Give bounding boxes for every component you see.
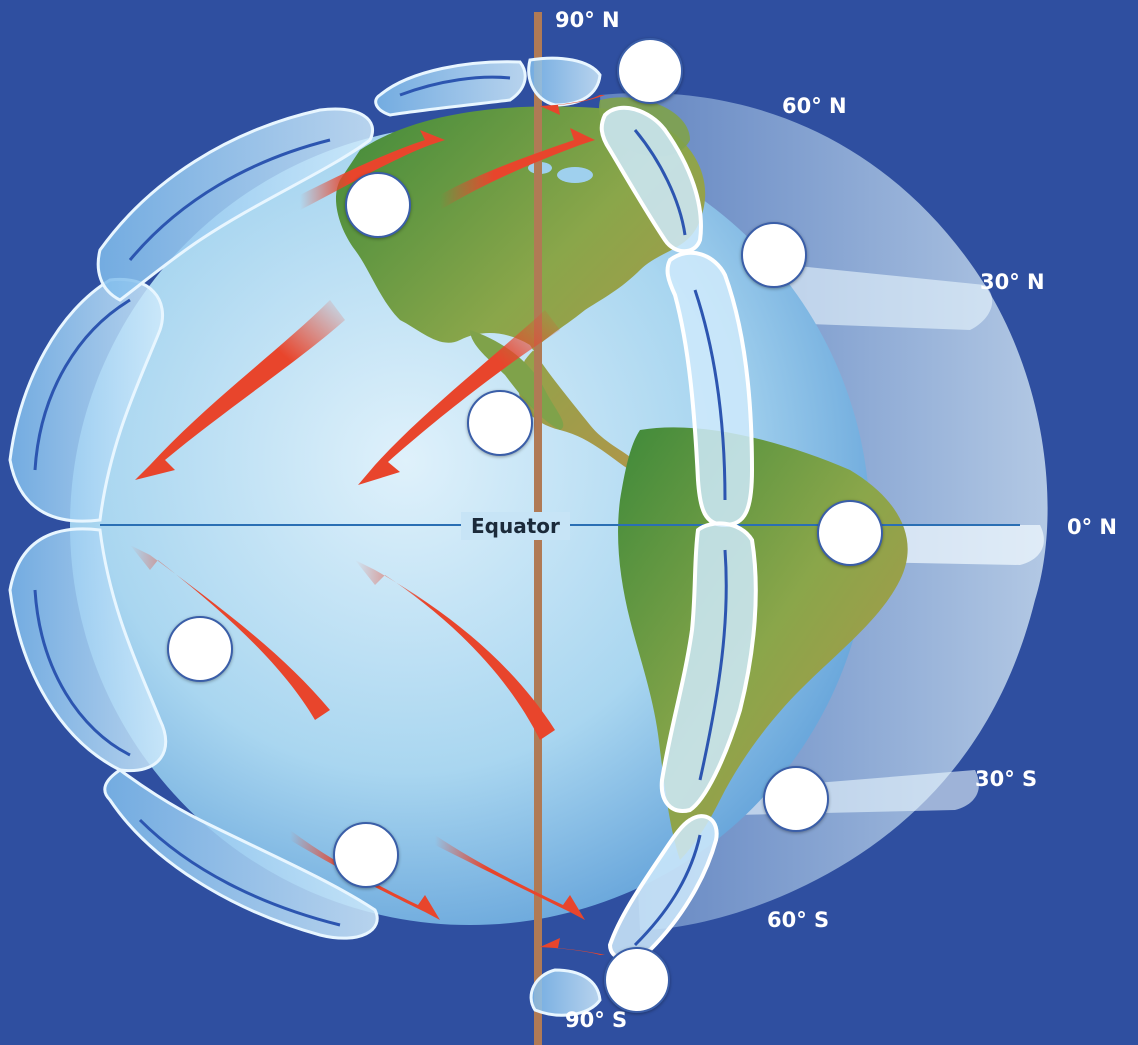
label-90-north: 90° N [555,8,620,32]
blank-4[interactable] [467,390,533,456]
blank-2[interactable] [345,172,411,238]
blank-5[interactable] [817,500,883,566]
wind-arrows [130,95,605,955]
circulation-lines [33,75,728,947]
label-90-south: 90° S [565,1008,628,1032]
blank-3[interactable] [741,222,807,288]
blank-8[interactable] [333,822,399,888]
blank-7[interactable] [763,766,829,832]
label-30-south: 30° S [975,767,1038,791]
equator-label: Equator [461,512,570,540]
label-60-south: 60° S [767,908,830,932]
north-america-landmass [335,106,706,481]
blank-1[interactable] [617,38,683,104]
label-30-north: 30° N [980,270,1045,294]
blank-6[interactable] [167,616,233,682]
label-60-north: 60° N [782,94,847,118]
left-circulation-cells [8,56,602,1017]
label-0-north: 0° N [1067,515,1117,539]
blank-9[interactable] [604,947,670,1013]
